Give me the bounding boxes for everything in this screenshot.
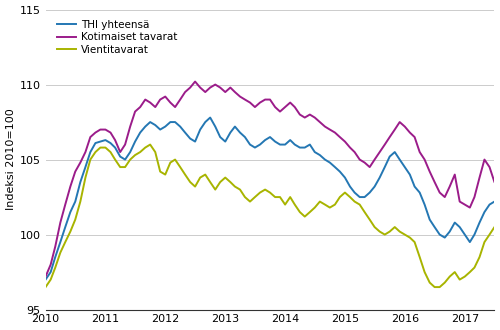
- THI yhteensä: [347, 184, 353, 188]
- THI yhteensä: [422, 203, 428, 207]
- THI yhteensä: [277, 143, 283, 147]
- Vientitavarat: [172, 158, 178, 162]
- Kotimaiset tavarat: [277, 110, 283, 114]
- Vientitavarat: [147, 143, 153, 147]
- Vientitavarat: [78, 200, 84, 204]
- Vientitavarat: [422, 270, 428, 274]
- Kotimaiset tavarat: [422, 158, 428, 162]
- Legend: THI yhteensä, Kotimaiset tavarat, Vientitavarat: THI yhteensä, Kotimaiset tavarat, Vienti…: [56, 18, 180, 57]
- Kotimaiset tavarat: [396, 120, 402, 124]
- Kotimaiset tavarat: [78, 161, 84, 165]
- Kotimaiset tavarat: [192, 80, 198, 83]
- Kotimaiset tavarat: [347, 146, 353, 149]
- Kotimaiset tavarat: [42, 275, 48, 279]
- Line: Kotimaiset tavarat: Kotimaiset tavarat: [46, 82, 500, 277]
- THI yhteensä: [207, 115, 213, 119]
- THI yhteensä: [168, 120, 173, 124]
- Vientitavarat: [347, 195, 353, 199]
- Line: Vientitavarat: Vientitavarat: [46, 145, 500, 287]
- Vientitavarat: [277, 195, 283, 199]
- Kotimaiset tavarat: [168, 101, 173, 105]
- Line: THI yhteensä: THI yhteensä: [46, 117, 500, 280]
- THI yhteensä: [42, 278, 48, 281]
- THI yhteensä: [396, 158, 402, 162]
- THI yhteensä: [78, 180, 84, 184]
- Vientitavarat: [396, 230, 402, 234]
- Y-axis label: Indeksi 2010=100: Indeksi 2010=100: [6, 109, 16, 211]
- Vientitavarat: [42, 285, 48, 289]
